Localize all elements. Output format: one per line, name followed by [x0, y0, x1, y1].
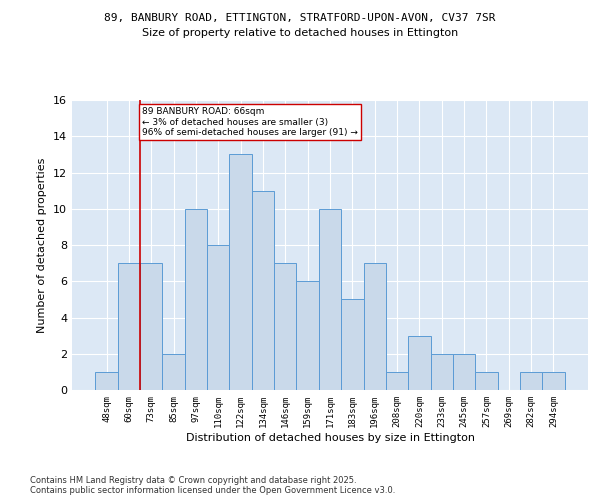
Text: Size of property relative to detached houses in Ettington: Size of property relative to detached ho…	[142, 28, 458, 38]
Bar	[140, 263, 163, 390]
Bar	[475, 372, 497, 390]
Bar	[95, 372, 118, 390]
Bar	[163, 354, 185, 390]
Bar	[453, 354, 475, 390]
Bar	[274, 263, 296, 390]
Bar	[252, 190, 274, 390]
Bar	[185, 209, 207, 390]
Text: Contains HM Land Registry data © Crown copyright and database right 2025.
Contai: Contains HM Land Registry data © Crown c…	[30, 476, 395, 495]
Bar	[341, 300, 364, 390]
Bar	[296, 281, 319, 390]
Bar	[520, 372, 542, 390]
Bar	[229, 154, 252, 390]
Bar	[118, 263, 140, 390]
Bar	[431, 354, 453, 390]
Bar	[319, 209, 341, 390]
Bar	[408, 336, 431, 390]
Bar	[207, 245, 229, 390]
Y-axis label: Number of detached properties: Number of detached properties	[37, 158, 47, 332]
Bar	[542, 372, 565, 390]
X-axis label: Distribution of detached houses by size in Ettington: Distribution of detached houses by size …	[185, 432, 475, 442]
Bar	[386, 372, 408, 390]
Bar	[364, 263, 386, 390]
Text: 89, BANBURY ROAD, ETTINGTON, STRATFORD-UPON-AVON, CV37 7SR: 89, BANBURY ROAD, ETTINGTON, STRATFORD-U…	[104, 12, 496, 22]
Text: 89 BANBURY ROAD: 66sqm
← 3% of detached houses are smaller (3)
96% of semi-detac: 89 BANBURY ROAD: 66sqm ← 3% of detached …	[142, 108, 358, 137]
